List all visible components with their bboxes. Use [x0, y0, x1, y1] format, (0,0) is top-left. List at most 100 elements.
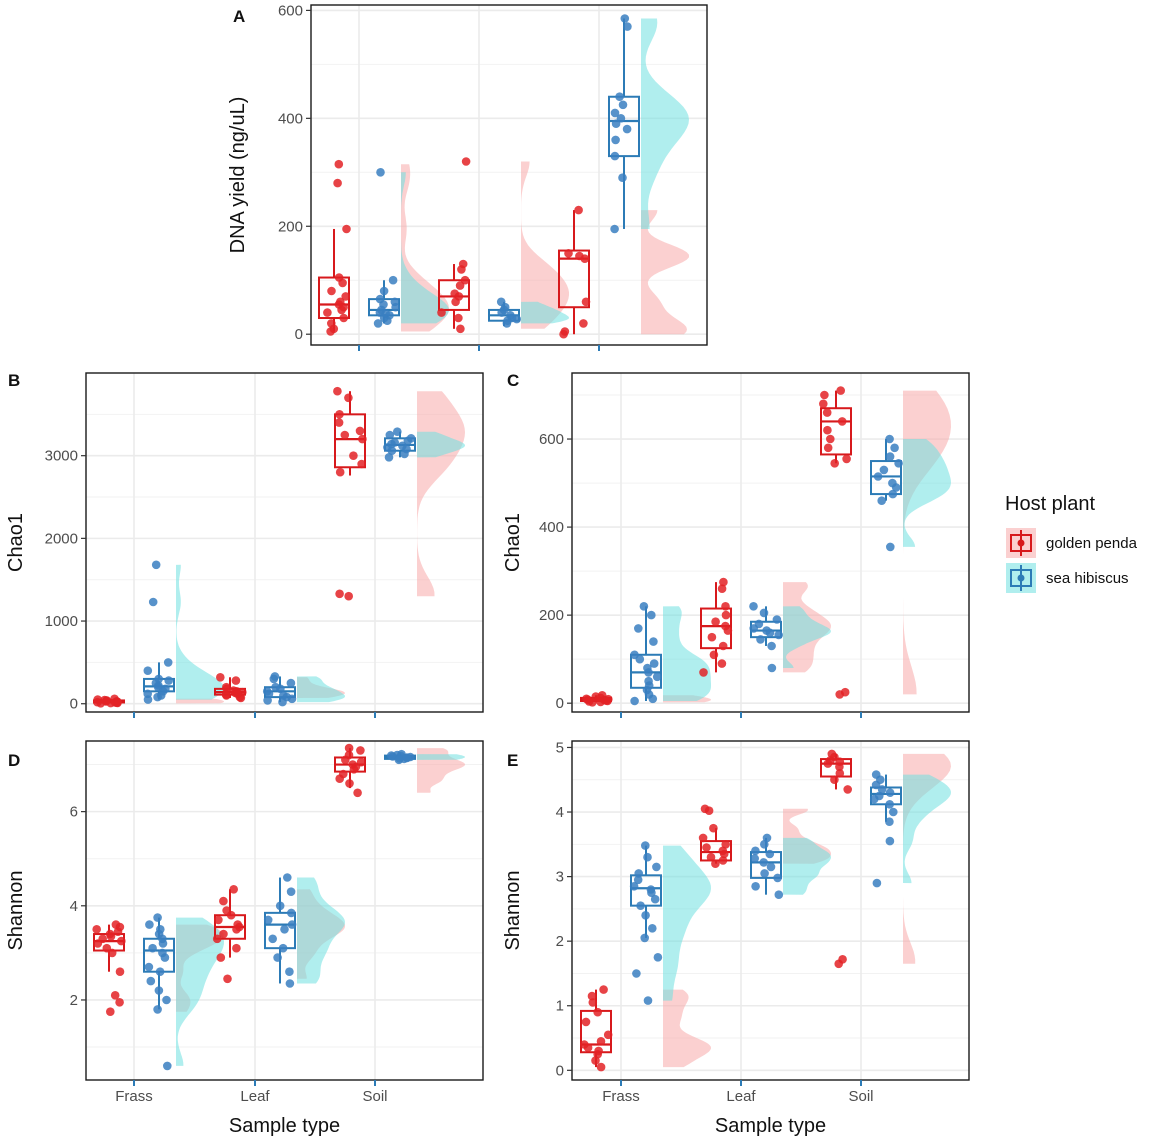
point-golden-penda-frass: [117, 936, 126, 946]
point-golden-penda-soil: [355, 426, 365, 436]
point-golden-penda-frass: [113, 698, 122, 708]
x-tick-label: Leaf: [726, 1088, 756, 1105]
panel-border: [571, 740, 970, 1081]
point-sea-hibiscus-frass: [163, 1061, 172, 1071]
violin-sea-hibiscus-frass: [663, 606, 711, 701]
point-sea-hibiscus-soil: [888, 489, 898, 499]
point-golden-penda-frass: [596, 697, 605, 707]
point-golden-penda-soil: [819, 399, 828, 409]
point-sea-hibiscus-leaf: [269, 674, 279, 684]
point-golden-penda-leaf: [223, 974, 232, 984]
point-sea-hibiscus-leaf: [756, 635, 765, 644]
point-golden-penda-frass: [110, 991, 120, 1000]
point-golden-penda-soil: [353, 788, 362, 798]
point-sea-hibiscus-leaf: [497, 308, 507, 317]
point-golden-penda-leaf: [219, 929, 228, 939]
point-sea-hibiscus-leaf: [760, 840, 769, 849]
point-golden-penda-frass: [107, 948, 117, 958]
point-sea-hibiscus-leaf: [285, 967, 294, 976]
point-golden-penda-frass: [93, 939, 103, 948]
point-golden-penda-leaf: [707, 632, 717, 642]
point-sea-hibiscus-frass: [164, 676, 173, 685]
point-golden-penda-leaf: [457, 265, 466, 274]
point-sea-hibiscus-frass: [145, 920, 154, 929]
violin-sea-hibiscus-leaf: [521, 301, 569, 324]
point-golden-penda-leaf: [721, 840, 730, 849]
point-sea-hibiscus-leaf: [774, 890, 784, 899]
point-sea-hibiscus-soil: [618, 173, 627, 182]
point-sea-hibiscus-leaf: [766, 862, 776, 872]
x-axis-title: Sample type: [229, 1115, 340, 1137]
point-golden-penda-frass: [106, 698, 115, 708]
point-sea-hibiscus-soil: [885, 434, 894, 444]
point-golden-penda-frass: [588, 998, 598, 1007]
point-golden-penda-frass: [106, 932, 116, 941]
point-golden-penda-soil: [349, 765, 359, 774]
point-sea-hibiscus-leaf: [264, 689, 274, 699]
point-sea-hibiscus-soil: [872, 878, 882, 888]
point-sea-hibiscus-soil: [869, 794, 879, 804]
x-tick-label: Soil: [362, 1088, 387, 1105]
x-tick-label: Frass: [602, 1088, 640, 1105]
point-sea-hibiscus-frass: [143, 666, 153, 675]
point-sea-hibiscus-leaf: [276, 684, 285, 694]
point-sea-hibiscus-soil: [877, 496, 886, 506]
y-tick-label: 0: [70, 696, 78, 713]
point-sea-hibiscus-leaf: [773, 873, 782, 883]
point-golden-penda-frass: [593, 1007, 602, 1017]
point-golden-penda-leaf: [718, 641, 728, 651]
point-sea-hibiscus-frass: [143, 695, 153, 704]
point-sea-hibiscus-frass: [652, 672, 662, 682]
point-sea-hibiscus-soil: [611, 119, 621, 128]
violin-sea-hibiscus-soil: [417, 431, 465, 458]
point-golden-penda-soil: [823, 425, 832, 435]
violin-sea-hibiscus-leaf: [783, 837, 831, 895]
point-golden-penda-soil: [357, 459, 366, 469]
point-sea-hibiscus-frass: [644, 668, 653, 677]
point-golden-penda-soil: [837, 417, 847, 426]
point-golden-penda-frass: [115, 967, 125, 976]
point-golden-penda-leaf: [711, 617, 720, 626]
point-golden-penda-soil: [581, 297, 591, 307]
point-sea-hibiscus-frass: [162, 995, 171, 1005]
point-golden-penda-frass: [327, 286, 336, 296]
point-sea-hibiscus-soil: [879, 465, 889, 475]
point-golden-penda-leaf: [236, 693, 246, 703]
point-sea-hibiscus-leaf: [751, 846, 760, 856]
point-sea-hibiscus-frass: [635, 654, 645, 664]
point-sea-hibiscus-frass: [148, 597, 158, 607]
point-golden-penda-soil: [335, 410, 344, 419]
y-tick-label: 0: [556, 695, 564, 712]
point-sea-hibiscus-leaf: [263, 915, 273, 925]
point-sea-hibiscus-leaf: [273, 953, 282, 962]
point-sea-hibiscus-leaf: [765, 849, 775, 859]
point-golden-penda-frass: [603, 1030, 613, 1040]
point-sea-hibiscus-frass: [154, 986, 164, 995]
point-golden-penda-leaf: [219, 896, 228, 906]
point-sea-hibiscus-frass: [148, 943, 157, 953]
point-golden-penda-soil: [823, 443, 833, 453]
point-sea-hibiscus-leaf: [751, 882, 760, 891]
point-golden-penda-frass: [342, 224, 351, 234]
violin-sea-hibiscus-frass: [663, 845, 711, 1001]
point-golden-penda-leaf: [451, 297, 460, 307]
point-sea-hibiscus-frass: [151, 560, 161, 570]
point-sea-hibiscus-frass: [647, 610, 656, 620]
point-sea-hibiscus-soil: [890, 443, 899, 453]
violin-sea-hibiscus-frass: [176, 917, 224, 1066]
point-golden-penda-soil: [826, 434, 835, 444]
legend-key-sea-hibiscus: [1006, 563, 1036, 593]
point-sea-hibiscus-leaf: [765, 628, 775, 638]
point-sea-hibiscus-leaf: [286, 887, 296, 896]
point-golden-penda-leaf: [216, 953, 226, 962]
box-golden-penda-soil: [820, 407, 852, 456]
point-sea-hibiscus-frass: [155, 967, 165, 976]
point-golden-penda-soil: [822, 408, 832, 417]
point-sea-hibiscus-frass: [641, 911, 650, 920]
point-sea-hibiscus-frass: [160, 953, 170, 962]
point-golden-penda-leaf: [698, 833, 708, 843]
point-sea-hibiscus-leaf: [502, 319, 512, 328]
y-axis-title: Chao1: [502, 513, 524, 572]
box-golden-penda-leaf: [438, 279, 470, 311]
